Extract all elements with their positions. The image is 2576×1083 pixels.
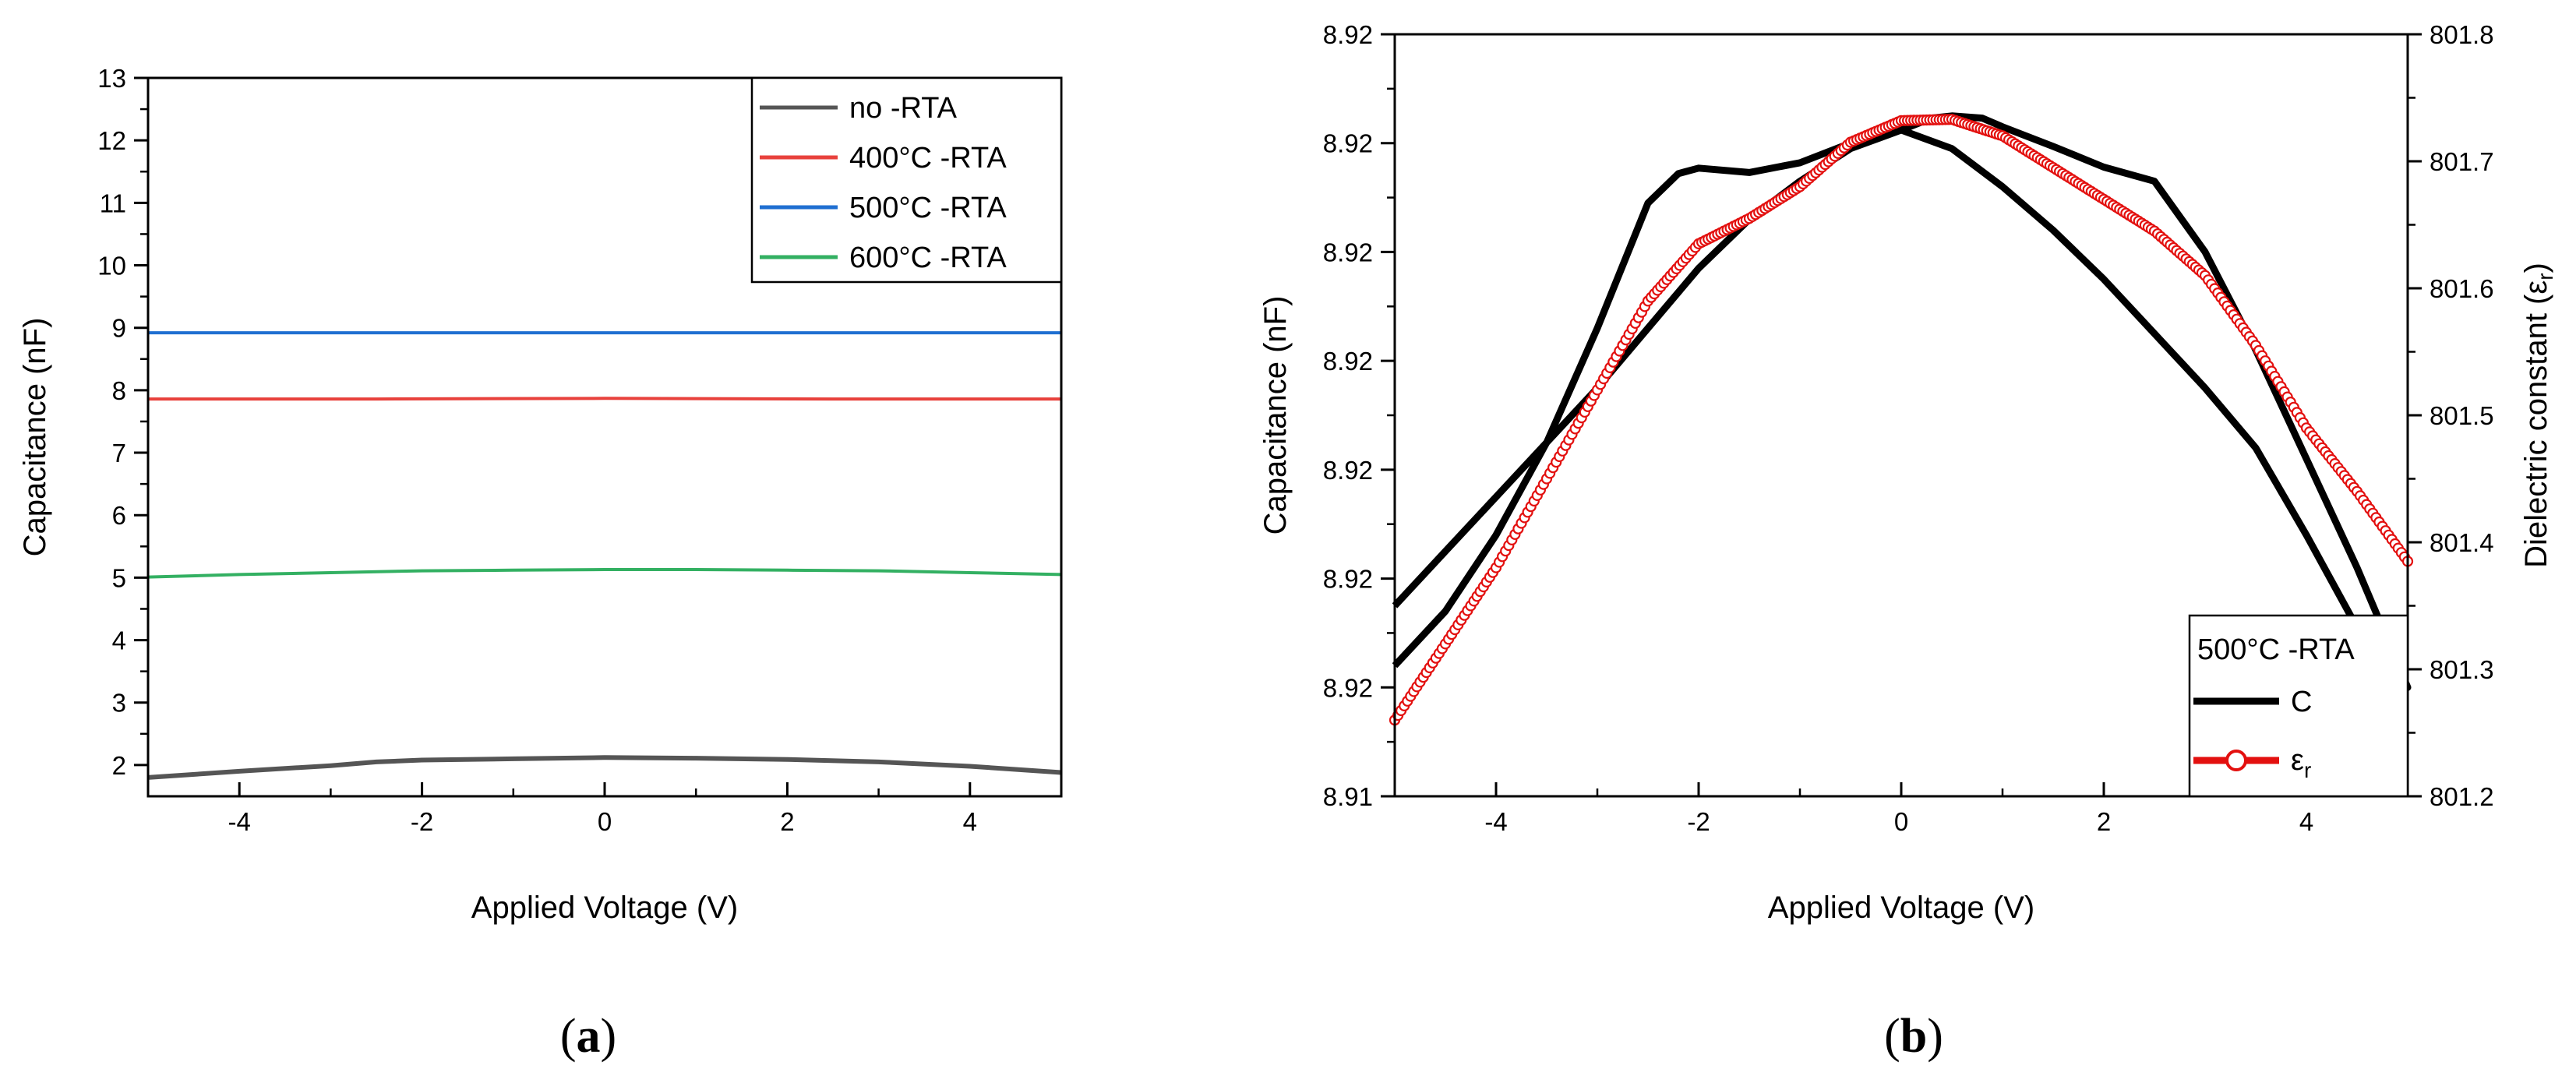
- chart-b-y2-axis-label-main: Dielectric constant (ε: [2519, 280, 2553, 568]
- chart-a-series-line-0: [147, 755, 1062, 780]
- chart-b-x-tick-label-1: -2: [1687, 807, 1710, 836]
- chart-a-y-tick-label-9: 11: [100, 189, 126, 217]
- chart-a-y-tick-label-1: 3: [112, 689, 126, 718]
- chart-a-legend-label-1: 400°C -RTA: [849, 142, 1007, 175]
- chart-b-legend-label-er-main: ε: [2291, 744, 2304, 777]
- chart-b-x-tick-label-3: 2: [2097, 807, 2111, 836]
- chart-a-y-tick-label-2: 4: [112, 626, 126, 655]
- chart-b-x-tick-label-0: -4: [1484, 807, 1507, 836]
- chart-a-x-tick-label-1: -2: [411, 807, 433, 836]
- chart-b-x-tick-label-2: 0: [1894, 807, 1908, 836]
- chart-a-x-tick-label-0: -4: [228, 807, 251, 836]
- chart-a-x-tick-label-2: 0: [598, 807, 612, 836]
- chart-a-legend: no -RTA 400°C -RTA 500°C -RTA 600°C -RTA: [750, 76, 1063, 284]
- chart-a-y-tick-label-10: 12: [97, 126, 126, 155]
- chart-b-series-c-line: [1392, 112, 2412, 691]
- chart-b-y-tick-label-6: 8.92: [1323, 129, 1373, 158]
- chart-b-panel-label: (b): [1884, 1010, 1943, 1063]
- chart-a-series: [147, 331, 1062, 780]
- chart-a-legend-label-2: 500°C -RTA: [849, 192, 1007, 224]
- chart-a-y-tick-label-8: 10: [97, 252, 126, 280]
- chart-a-legend-box: [750, 76, 1063, 284]
- chart-b-legend-label-er: εr: [2291, 744, 2311, 782]
- chart-a-y-tick-label-0: 2: [112, 751, 126, 780]
- chart-a-y-tick-label-3: 5: [112, 563, 126, 592]
- chart-b-y-ticks: 8.91 8.92 8.92 8.92 8.92 8.92 8.92 8.92: [1323, 20, 1395, 811]
- chart-b-y-tick-label-2: 8.92: [1323, 565, 1373, 594]
- chart-a-y-tick-label-4: 6: [112, 501, 126, 530]
- chart-a-x-tick-label-4: 4: [963, 807, 977, 836]
- chart-a-legend-label-0: no -RTA: [849, 92, 958, 125]
- chart-b-y2-axis-label-sub: r: [2533, 273, 2557, 280]
- chart-b-y2-tick-label-5: 801.7: [2430, 147, 2494, 176]
- chart-a-y-tick-label-5: 7: [112, 439, 126, 467]
- chart-b-y-tick-label-7: 8.92: [1323, 20, 1373, 49]
- chart-b-y-tick-label-3: 8.92: [1323, 456, 1373, 485]
- chart-b-y-tick-label-1: 8.92: [1323, 673, 1373, 702]
- chart-b-y-tick-label-4: 8.92: [1323, 347, 1373, 376]
- chart-b-y2-tick-label-6: 801.8: [2430, 20, 2494, 49]
- chart-a-series-line-1: [148, 397, 1061, 401]
- chart-a-legend-label-3: 600°C -RTA: [849, 242, 1007, 274]
- chart-a-y-tick-label-7: 9: [112, 314, 126, 343]
- chart-b-y2-tick-label-3: 801.5: [2430, 401, 2494, 430]
- chart-b-y2-axis-label-end: ): [2519, 263, 2553, 273]
- chart-b-y2-ticks: 801.2 801.3 801.4 801.5 801.6 801.7 801.8: [2408, 20, 2494, 811]
- chart-a-panel-label: (a): [560, 1010, 616, 1063]
- chart-b-y-axis-label: Capacitance (nF): [1258, 296, 1293, 535]
- chart-a-panel-letter: a: [577, 1010, 601, 1063]
- chart-a-series-line-3: [147, 568, 1062, 579]
- chart-a-x-tick-label-3: 2: [780, 807, 794, 836]
- chart-b-y2-tick-label-4: 801.6: [2430, 274, 2494, 303]
- chart-b-y-tick-label-5: 8.92: [1323, 238, 1373, 266]
- chart-b-x-tick-label-4: 4: [2299, 807, 2313, 836]
- chart-b-legend-box: [2188, 614, 2409, 798]
- chart-b-legend-label-er-sub: r: [2304, 758, 2311, 782]
- chart-a: -4 -2 0 2 4 2 3 4 5 6 7 8 9 10 11 12 13 no -RTA 400°C -R…: [18, 64, 1063, 1063]
- chart-a-x-axis-label: Applied Voltage (V): [471, 891, 738, 925]
- chart-b-y2-axis-label: Dielectric constant (εr): [2519, 263, 2557, 568]
- chart-b-series: [1389, 112, 2414, 726]
- chart-b-y-tick-label-0: 8.91: [1323, 782, 1373, 811]
- chart-b-legend-marker-er: [2225, 750, 2247, 771]
- chart-b-legend: 500°C -RTA C εr: [2188, 614, 2409, 798]
- chart-a-y-tick-label-6: 8: [112, 376, 126, 405]
- chart-b-y2-tick-label-1: 801.3: [2430, 655, 2494, 684]
- chart-b-panel-letter: b: [1900, 1010, 1927, 1063]
- chart-b-legend-title: 500°C -RTA: [2197, 633, 2355, 666]
- chart-b-x-axis-label: Applied Voltage (V): [1768, 891, 2034, 925]
- chart-b-legend-label-c: C: [2291, 686, 2312, 718]
- chart-a-y-tick-label-11: 13: [97, 64, 126, 93]
- chart-a-y-ticks: 2 3 4 5 6 7 8 9 10 11 12 13: [97, 64, 148, 780]
- chart-b: -4 -2 0 2 4 8.91 8.92 8.92 8.92 8.92 8.92 8.92 8.92…: [1258, 20, 2557, 1063]
- chart-a-x-ticks: -4 -2 0 2 4: [146, 782, 1063, 836]
- chart-a-y-axis-label: Capacitance (nF): [18, 318, 52, 557]
- chart-b-y2-tick-label-2: 801.4: [2430, 528, 2494, 557]
- chart-b-y2-tick-label-0: 801.2: [2430, 782, 2494, 811]
